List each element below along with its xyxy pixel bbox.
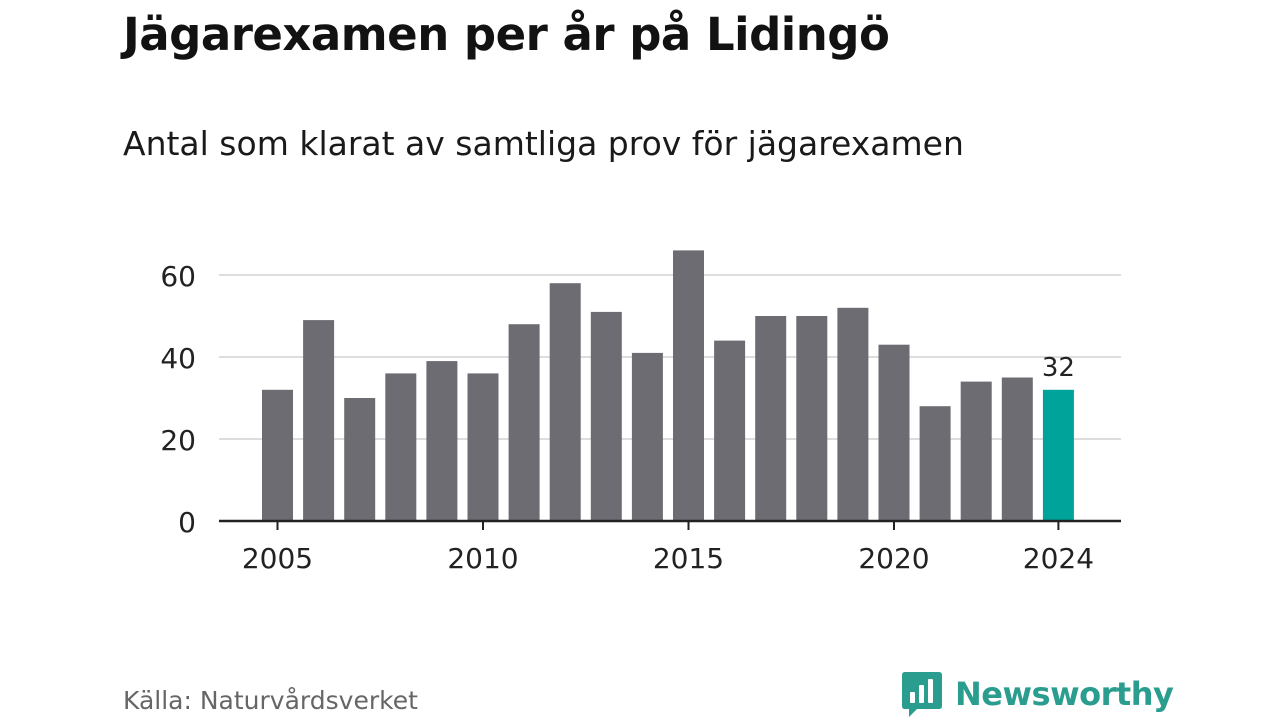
bar <box>467 373 499 521</box>
bar <box>344 398 376 521</box>
chart-title: Jägarexamen per år på Lidingö <box>123 8 890 61</box>
bar <box>878 344 910 521</box>
bar <box>1001 377 1033 521</box>
x-tick-label: 2015 <box>653 542 724 575</box>
bar <box>714 340 746 521</box>
data-label: 32 <box>1042 353 1075 383</box>
x-tick-label: 2024 <box>1023 542 1094 575</box>
x-tick-label: 2020 <box>858 542 929 575</box>
bar <box>590 311 622 521</box>
y-tick-label: 0 <box>178 506 196 539</box>
brand-logo: Newsworthy <box>901 670 1174 718</box>
y-tick-label: 60 <box>160 260 196 293</box>
x-tick-label: 2010 <box>447 542 518 575</box>
source-note: Källa: Naturvårdsverket <box>123 686 418 715</box>
bar <box>960 381 992 521</box>
bar <box>796 316 828 521</box>
bar <box>755 316 787 521</box>
bar <box>631 352 663 521</box>
bar <box>919 406 951 521</box>
bar <box>426 361 458 521</box>
bar <box>385 373 417 521</box>
newsworthy-logo-icon <box>902 672 942 717</box>
bar <box>303 320 335 521</box>
bar <box>508 324 540 521</box>
bar <box>549 283 581 521</box>
bar <box>673 250 704 521</box>
bar-chart: 0 20 40 60 32 2005 2010 2015 2020 2024 <box>160 250 1121 575</box>
chart-subtitle: Antal som klarat av samtliga prov för jä… <box>123 124 964 163</box>
bar <box>262 389 293 521</box>
bar <box>837 307 869 521</box>
brand-name: Newsworthy <box>955 675 1174 713</box>
x-tick-label: 2005 <box>242 542 313 575</box>
y-tick-label: 20 <box>160 424 196 457</box>
y-tick-label: 40 <box>160 342 196 375</box>
bar <box>1042 389 1074 521</box>
